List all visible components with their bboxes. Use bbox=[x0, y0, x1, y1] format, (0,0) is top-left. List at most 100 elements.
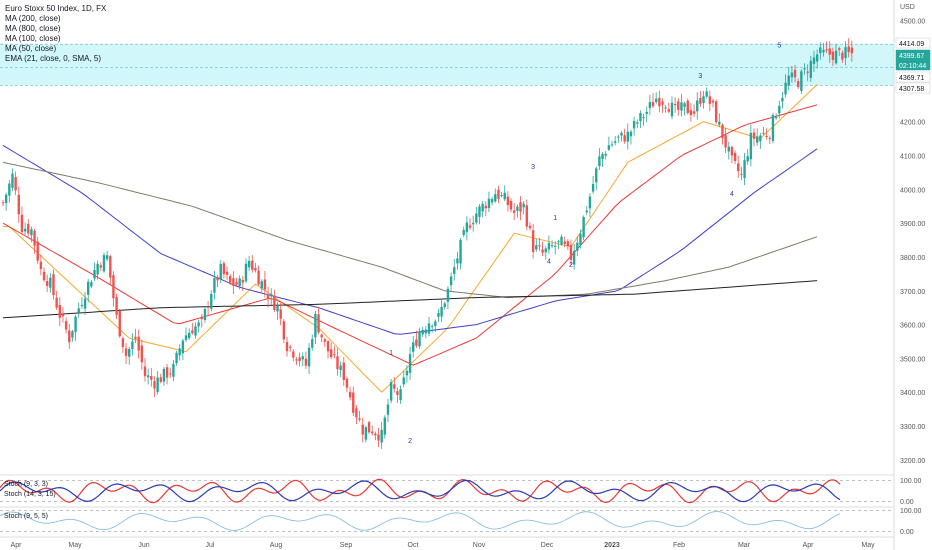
time-tick: Apr bbox=[803, 542, 815, 549]
candle-body bbox=[566, 241, 570, 247]
candle-body bbox=[68, 330, 71, 343]
candle-body bbox=[301, 356, 304, 360]
candle-body bbox=[661, 101, 664, 105]
candle-body bbox=[522, 203, 525, 208]
candle-body bbox=[229, 276, 232, 283]
candle-body bbox=[371, 431, 374, 434]
candle-body bbox=[468, 225, 472, 228]
candle-body bbox=[352, 392, 355, 413]
badge-upper: 4414.09 bbox=[899, 41, 924, 48]
legend-ma200[interactable]: MA (200, close) bbox=[5, 14, 61, 23]
candle-body bbox=[708, 96, 712, 104]
candle-body bbox=[421, 329, 424, 335]
candle-body bbox=[629, 131, 633, 137]
candle-body bbox=[348, 391, 352, 398]
candle-body bbox=[213, 278, 216, 293]
price-tick: 3200.00 bbox=[900, 458, 925, 465]
candle-body bbox=[74, 316, 77, 332]
candle-body bbox=[471, 222, 475, 225]
candle-body bbox=[655, 98, 658, 103]
candle-body bbox=[270, 293, 273, 297]
candle-body bbox=[254, 268, 257, 271]
time-tick: Dec bbox=[541, 542, 554, 549]
legend-ma800[interactable]: MA (800, close) bbox=[5, 24, 61, 33]
candle-body bbox=[14, 177, 17, 191]
candle-body bbox=[184, 335, 188, 340]
legend-ema21[interactable]: EMA (21, close, 0, SMA, 5) bbox=[5, 54, 102, 63]
price-tick: 3300.00 bbox=[900, 424, 925, 431]
candle-body bbox=[670, 102, 674, 117]
legend-ma100[interactable]: MA (100, close) bbox=[5, 34, 61, 43]
candle-body bbox=[134, 336, 137, 339]
candle-body bbox=[102, 255, 106, 272]
candle-body bbox=[759, 135, 762, 142]
candle-body bbox=[714, 101, 718, 123]
candle-body bbox=[790, 72, 794, 78]
wave-label: 2 bbox=[408, 438, 412, 445]
candle-body bbox=[686, 100, 689, 113]
price-tick: 4500.00 bbox=[900, 18, 925, 25]
candle-body bbox=[197, 322, 200, 327]
resistance-zone bbox=[0, 44, 894, 86]
candle-body bbox=[588, 196, 592, 209]
candle-body bbox=[572, 251, 576, 265]
badge-lower: 4307.58 bbox=[899, 86, 924, 93]
candle-body bbox=[200, 317, 203, 320]
candle-body bbox=[449, 276, 453, 286]
candle-body bbox=[844, 47, 847, 59]
candle-body bbox=[386, 404, 390, 415]
candle-body bbox=[531, 230, 535, 252]
price-tick: 4000.00 bbox=[900, 187, 925, 194]
candle-body bbox=[762, 132, 765, 134]
candle-body bbox=[560, 236, 563, 245]
candle-body bbox=[61, 314, 65, 317]
candle-body bbox=[538, 245, 541, 247]
badge-last: 4399.67 bbox=[899, 53, 924, 60]
badge-upper-bg bbox=[895, 37, 931, 49]
candle-body bbox=[415, 339, 418, 346]
candle-body bbox=[345, 378, 349, 388]
candle-body bbox=[664, 107, 667, 109]
candle-body bbox=[595, 168, 598, 183]
legend-ma50[interactable]: MA (50, close) bbox=[5, 44, 57, 53]
candle-body bbox=[323, 339, 327, 342]
candle-body bbox=[320, 334, 323, 338]
candle-body bbox=[509, 200, 513, 210]
candle-body bbox=[257, 270, 260, 285]
wave-label: 3 bbox=[698, 73, 702, 80]
wave-label: 1 bbox=[553, 215, 557, 222]
candle-body bbox=[516, 206, 519, 211]
candle-body bbox=[146, 375, 150, 378]
ma200-line bbox=[2, 161, 818, 299]
candle-body bbox=[740, 173, 743, 175]
candle-body bbox=[153, 381, 156, 389]
candle-body bbox=[765, 136, 768, 138]
ma50-line bbox=[2, 104, 818, 366]
candle-body bbox=[658, 97, 661, 107]
candle-body bbox=[175, 352, 178, 364]
candle-body bbox=[506, 196, 510, 206]
candle-body bbox=[677, 101, 680, 110]
time-tick: Nov bbox=[473, 542, 486, 549]
candle-body bbox=[815, 54, 819, 62]
price-tick: 3700.00 bbox=[900, 289, 925, 296]
candle-body bbox=[288, 346, 292, 348]
candle-body bbox=[405, 370, 409, 376]
candle-body bbox=[58, 304, 61, 318]
candle-body bbox=[828, 48, 831, 55]
candle-body bbox=[361, 424, 364, 435]
candle-body bbox=[238, 278, 241, 287]
candle-body bbox=[307, 347, 311, 367]
candle-body bbox=[326, 341, 330, 352]
candle-body bbox=[620, 132, 623, 136]
candle-body bbox=[219, 263, 222, 280]
candle-body bbox=[484, 205, 487, 209]
stochastic-panels-layer: Stoch (9, 3, 3) Stoch (14, 3, 15) Stoch (9… bbox=[0, 474, 922, 538]
candle-body bbox=[77, 308, 80, 313]
candle-body bbox=[27, 223, 30, 234]
candle-body bbox=[263, 279, 267, 290]
stoch-tick-low: 0.00 bbox=[900, 529, 914, 536]
candle-body bbox=[159, 377, 162, 382]
candle-body bbox=[800, 71, 803, 91]
